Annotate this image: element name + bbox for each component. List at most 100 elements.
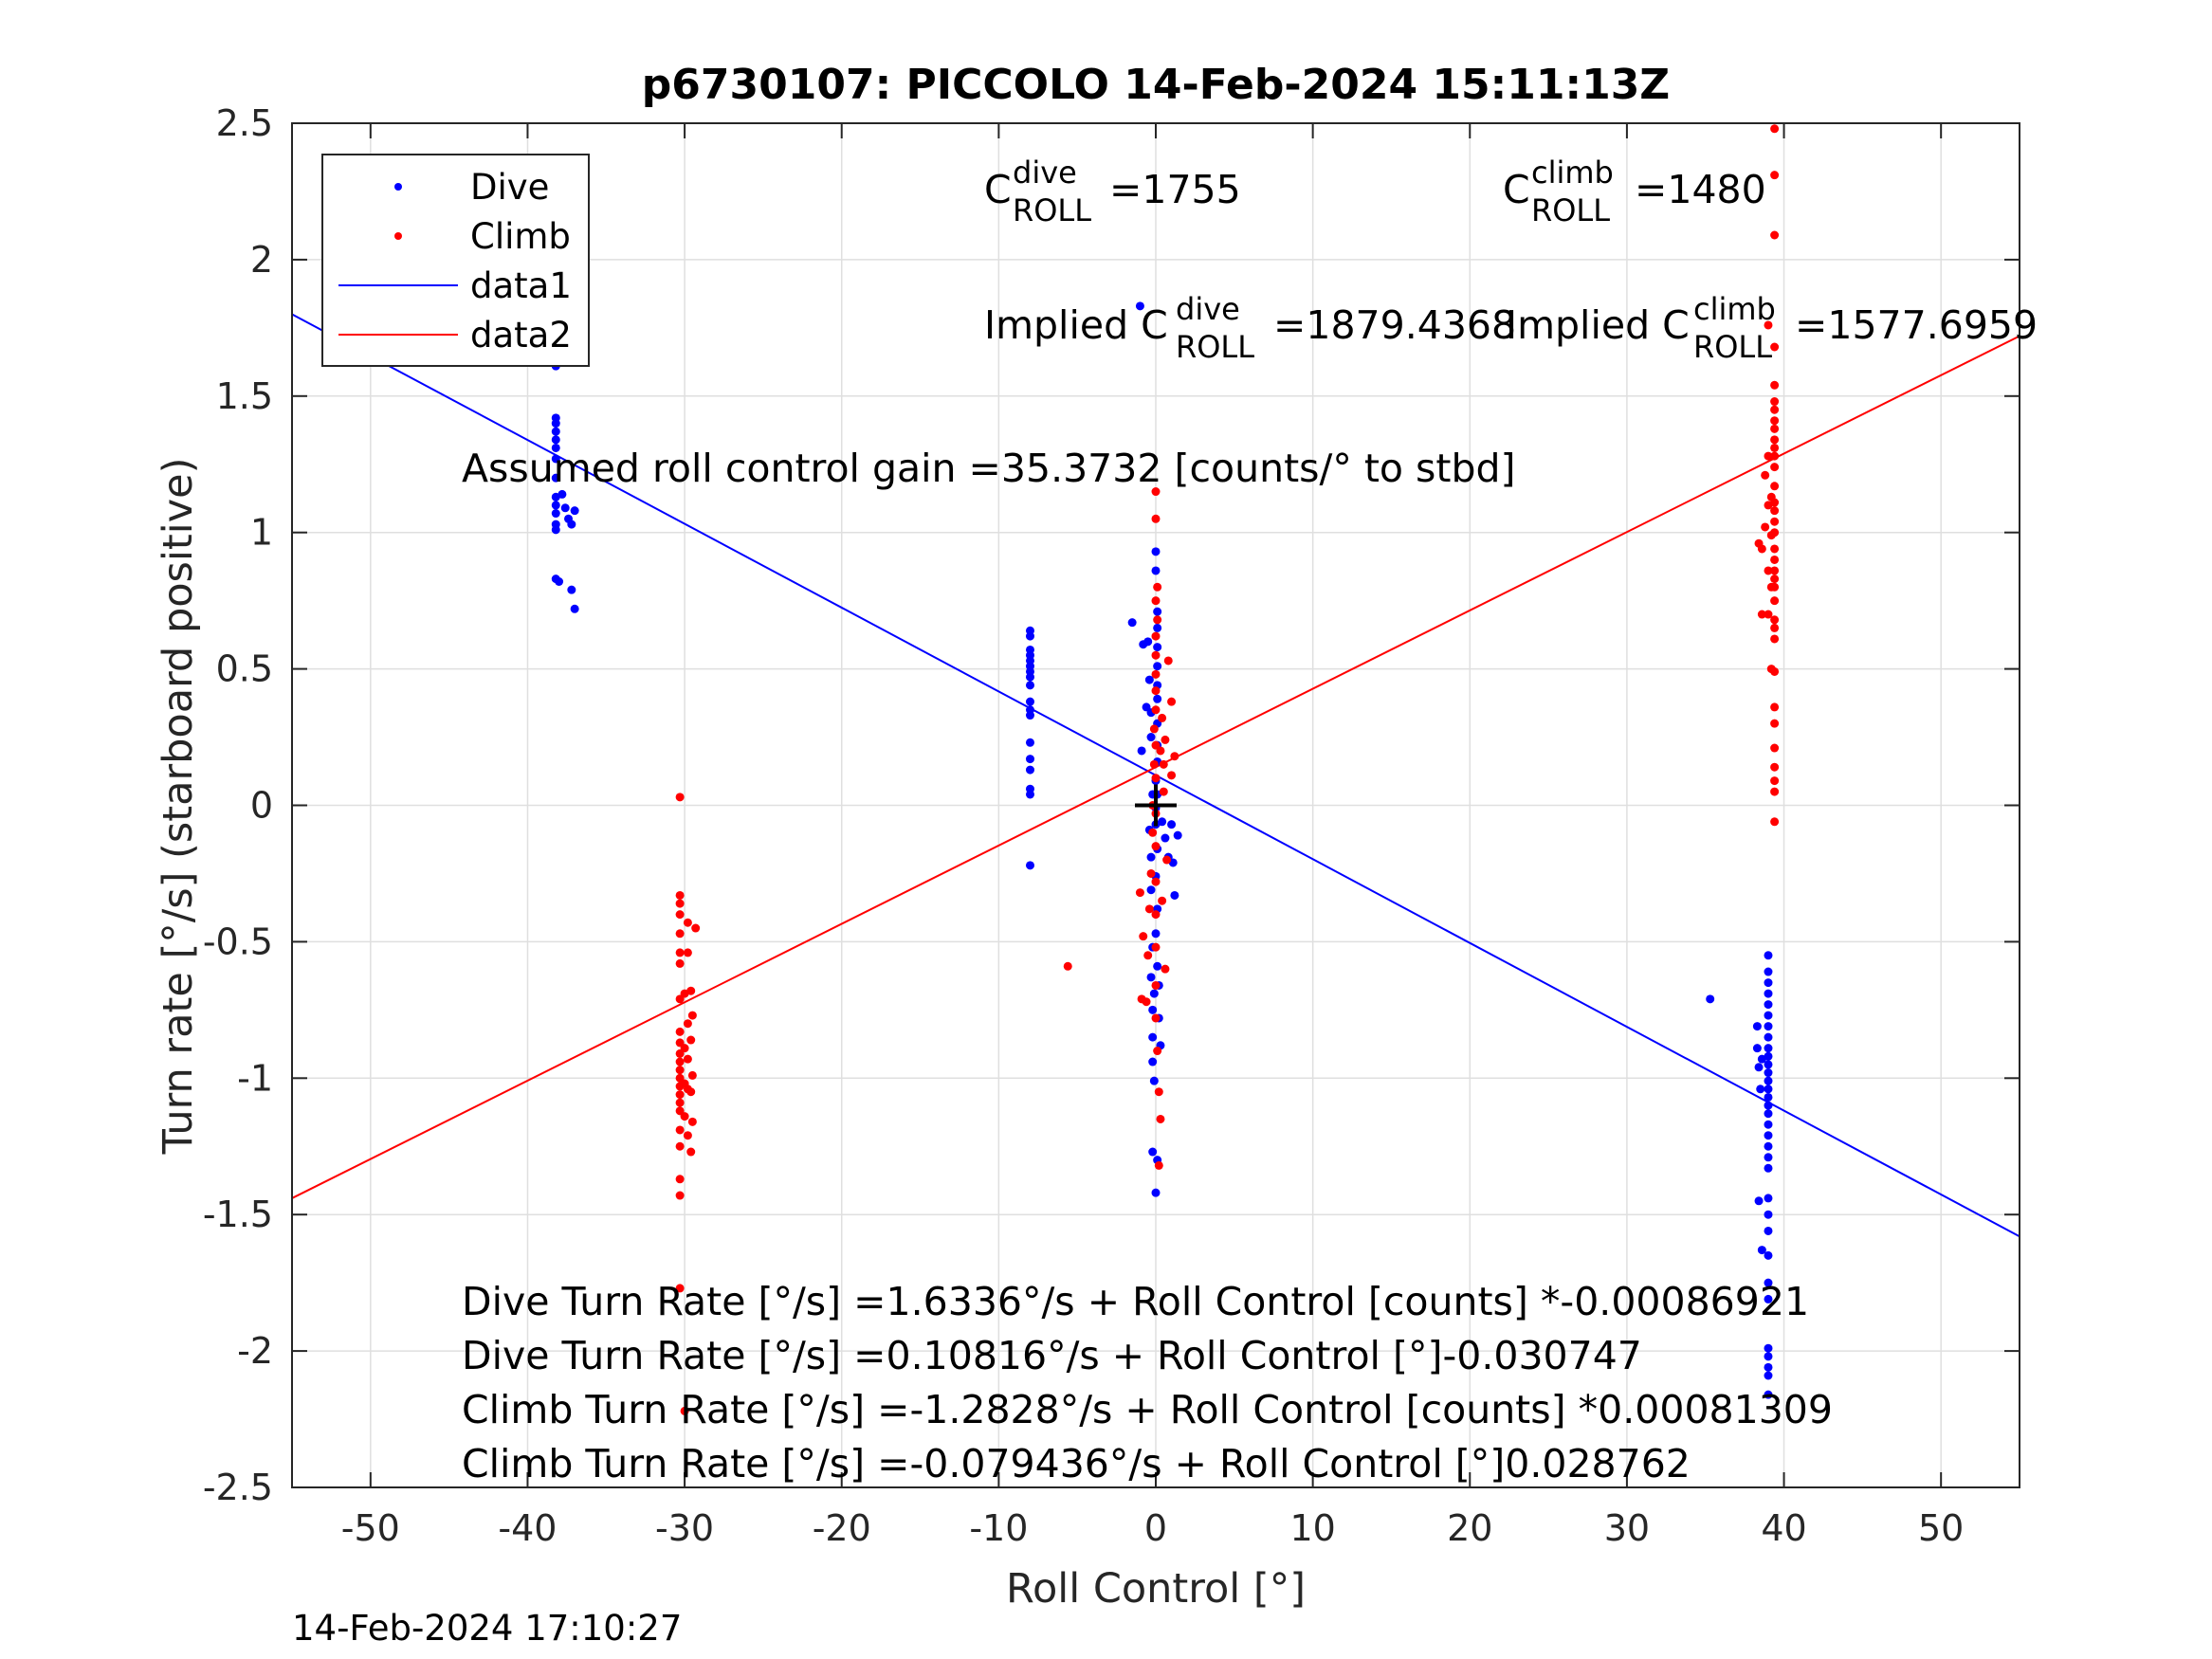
climb-point [1135, 888, 1144, 898]
legend-climb-marker [394, 232, 402, 240]
climb-point [1161, 735, 1170, 744]
cclimb-sup: climb [1531, 155, 1614, 191]
dive-point [551, 501, 560, 510]
y-tick-label: -1.5 [203, 1194, 273, 1235]
climb-point [1156, 1114, 1165, 1123]
x-tick-label: -50 [341, 1507, 400, 1549]
dive-point [1146, 852, 1156, 862]
climb-point [687, 1011, 697, 1020]
climb-point [683, 1054, 692, 1064]
climb-point [680, 1406, 689, 1415]
dive-point [1173, 830, 1182, 840]
dive-point [1153, 961, 1162, 971]
climb-point [1151, 686, 1161, 696]
climb-point [1770, 544, 1780, 554]
dive-point [1148, 1005, 1158, 1014]
dive-point [1148, 1032, 1158, 1042]
dive-point [1764, 1153, 1773, 1162]
dive-point [1137, 746, 1146, 756]
implied-cdive-annotation: Implied C dive ROLL =1879.4368 [984, 291, 1516, 365]
dive-point [1764, 1000, 1773, 1010]
climb-point [1167, 771, 1177, 780]
cclimb-base: C [1503, 167, 1530, 212]
climb-fit-counts: Climb Turn Rate [°/s] =-1.2828°/s + Roll… [462, 1387, 1833, 1432]
dive-point [1025, 631, 1034, 641]
climb-point [675, 1284, 685, 1293]
climb-point [675, 890, 685, 900]
dive-point [1146, 733, 1156, 742]
y-tick-label: -2 [237, 1330, 273, 1372]
dive-point [1752, 1022, 1762, 1031]
dive-point [1764, 1250, 1773, 1260]
dive-point [1025, 672, 1034, 682]
implied-cclimb-value: =1577.6959 [1795, 302, 2038, 348]
climb-point [1770, 463, 1780, 472]
implied-cclimb-sup: climb [1693, 291, 1776, 327]
climb-point [680, 1044, 689, 1053]
climb-point [1770, 634, 1780, 644]
cdive-value: =1755 [1109, 167, 1241, 212]
dive-point [1167, 820, 1177, 830]
y-tick-label: 1.5 [216, 375, 273, 417]
climb-point [1770, 776, 1780, 786]
x-tick-label: -40 [498, 1507, 557, 1549]
climb-point [1770, 482, 1780, 491]
climb-point [691, 923, 701, 933]
climb-point [1154, 1087, 1163, 1097]
dive-fit-degrees: Dive Turn Rate [°/s] =0.10816°/s + Roll … [462, 1333, 1642, 1378]
climb-point [675, 1141, 685, 1151]
dive-point [1764, 1278, 1773, 1287]
climb-point [1151, 980, 1161, 990]
climb-point [1761, 522, 1770, 532]
climb-point [1151, 877, 1161, 886]
dive-point [1025, 697, 1034, 706]
dive-point [1764, 989, 1773, 998]
implied-cdive-sub: ROLL [1176, 329, 1254, 365]
dive-point [1764, 1343, 1773, 1353]
legend-data2-label: data2 [470, 315, 572, 356]
climb-point [1770, 623, 1780, 632]
climb-point [1143, 951, 1153, 960]
climb-point [1149, 759, 1159, 769]
data-points [551, 124, 1780, 1415]
climb-point [1151, 650, 1161, 660]
climb-point [1159, 787, 1168, 796]
dive-point [1764, 1362, 1773, 1372]
implied-cclimb-sub: ROLL [1693, 329, 1772, 365]
climb-point [1770, 416, 1780, 426]
chart-title: p6730107: PICCOLO 14-Feb-2024 15:11:13Z [642, 61, 1670, 109]
climb-point [1153, 615, 1162, 625]
x-tick-label: 0 [1144, 1507, 1167, 1549]
dive-point [1127, 618, 1137, 628]
climb-point [1770, 230, 1780, 240]
climb-point [1151, 942, 1161, 952]
dive-point [551, 473, 560, 483]
climb-point [1770, 817, 1780, 827]
x-tick-label: -20 [813, 1507, 871, 1549]
cdive-sub: ROLL [1013, 192, 1091, 228]
legend-dive-label: Dive [470, 167, 549, 208]
climb-point [1764, 610, 1773, 619]
climb-point [675, 899, 685, 908]
dive-point [1146, 885, 1156, 895]
climb-point [675, 958, 685, 968]
climb-point [1770, 528, 1780, 538]
timestamp: 14-Feb-2024 17:10:27 [292, 1608, 682, 1649]
dive-point [1764, 1044, 1773, 1053]
dive-point [1764, 951, 1773, 960]
dive-point [1151, 1188, 1161, 1197]
climb-point [1770, 397, 1780, 407]
climb-point [1151, 842, 1161, 851]
climb-point [1761, 470, 1770, 480]
dive-point [1151, 547, 1161, 556]
implied-cdive-sup: dive [1176, 291, 1240, 327]
climb-point [686, 1087, 696, 1097]
climb-point [1148, 828, 1158, 837]
climb-point [683, 1019, 692, 1029]
climb-point [1151, 669, 1161, 679]
climb-point [1764, 501, 1773, 510]
dive-point [1764, 1226, 1773, 1235]
y-tick-label: 1 [250, 512, 273, 554]
dive-point [1764, 1371, 1773, 1380]
